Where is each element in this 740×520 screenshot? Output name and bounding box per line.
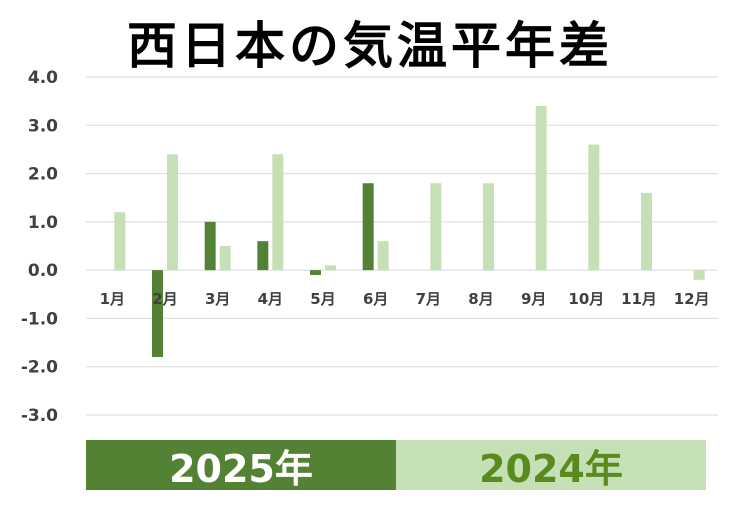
- bar-2025-3: [204, 221, 216, 271]
- y-tick-label: -1.0: [21, 309, 58, 329]
- bar-2024-4: [272, 154, 284, 271]
- bar-2024-12: [693, 270, 705, 280]
- x-tick-label: 11月: [621, 290, 657, 308]
- y-tick-label: 2.0: [28, 165, 58, 185]
- y-tick-label: -3.0: [21, 406, 58, 426]
- bar-2024-6: [377, 241, 389, 271]
- bar-2024-9: [535, 105, 547, 271]
- x-tick-label: 3月: [205, 290, 230, 308]
- x-tick-label: 10月: [568, 290, 604, 308]
- y-tick-label: 0.0: [28, 261, 58, 281]
- bar-2024-8: [483, 183, 494, 271]
- x-tick-label: 4月: [258, 290, 283, 308]
- x-tick-label: 6月: [363, 290, 388, 308]
- bar-2024-11: [641, 192, 652, 271]
- x-tick-label: 1月: [100, 290, 125, 308]
- y-tick-label: 1.0: [28, 213, 58, 233]
- x-tick-label: 12月: [674, 290, 710, 308]
- legend-item-2024: 2024年: [396, 440, 706, 491]
- bar-2024-3: [219, 246, 231, 271]
- y-tick-label: 3.0: [28, 116, 58, 136]
- bar-2025-5: [310, 270, 321, 275]
- legend-item-2025: 2025年: [86, 440, 396, 491]
- bar-2024-7: [430, 183, 442, 271]
- y-tick-label: -2.0: [21, 358, 58, 378]
- bar-2024-5: [325, 265, 336, 271]
- legend: 2025年 2024年: [86, 440, 706, 491]
- bar-2025-6: [362, 183, 374, 271]
- bar-2025-2: [152, 270, 163, 358]
- bar-2025-4: [257, 241, 269, 271]
- x-tick-label: 8月: [468, 290, 493, 308]
- y-tick-label: 4.0: [28, 68, 58, 88]
- x-tick-label: 7月: [416, 290, 441, 308]
- x-tick-label: 5月: [310, 290, 335, 308]
- bar-2024-10: [588, 144, 600, 271]
- x-tick-label: 2月: [152, 290, 177, 308]
- chart-title: 西日本の気温平年差: [127, 17, 613, 75]
- bar-2024-2: [167, 154, 178, 271]
- bar-2024-1: [114, 212, 126, 271]
- x-tick-label: 9月: [521, 290, 546, 308]
